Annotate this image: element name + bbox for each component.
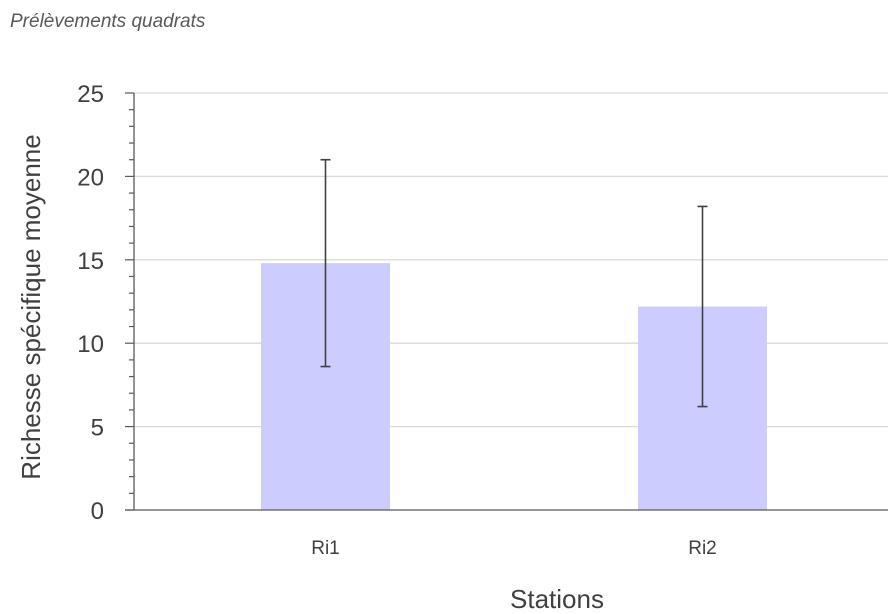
- y-tick-label: 25: [77, 81, 104, 108]
- gridlines: [134, 92, 888, 428]
- x-category-label: Ri2: [688, 538, 717, 559]
- y-tick-label: 5: [91, 415, 104, 442]
- y-tick-label: 15: [77, 248, 104, 275]
- x-category-label: Ri1: [311, 538, 340, 559]
- tick-labels: 0 5 10 15 20 25 Ri1 Ri2: [77, 81, 716, 559]
- x-axis-title: Stations: [510, 584, 604, 614]
- y-tick-label: 20: [77, 164, 104, 191]
- y-axis-title: Richesse spécifique moyenne: [16, 134, 46, 479]
- error-bars: [320, 158, 708, 408]
- y-tick-label: 10: [77, 331, 104, 358]
- axes: [125, 92, 888, 511]
- bars: [261, 263, 767, 510]
- y-tick-label: 0: [91, 498, 104, 525]
- chart-subtitle: Prélèvements quadrats: [10, 11, 206, 32]
